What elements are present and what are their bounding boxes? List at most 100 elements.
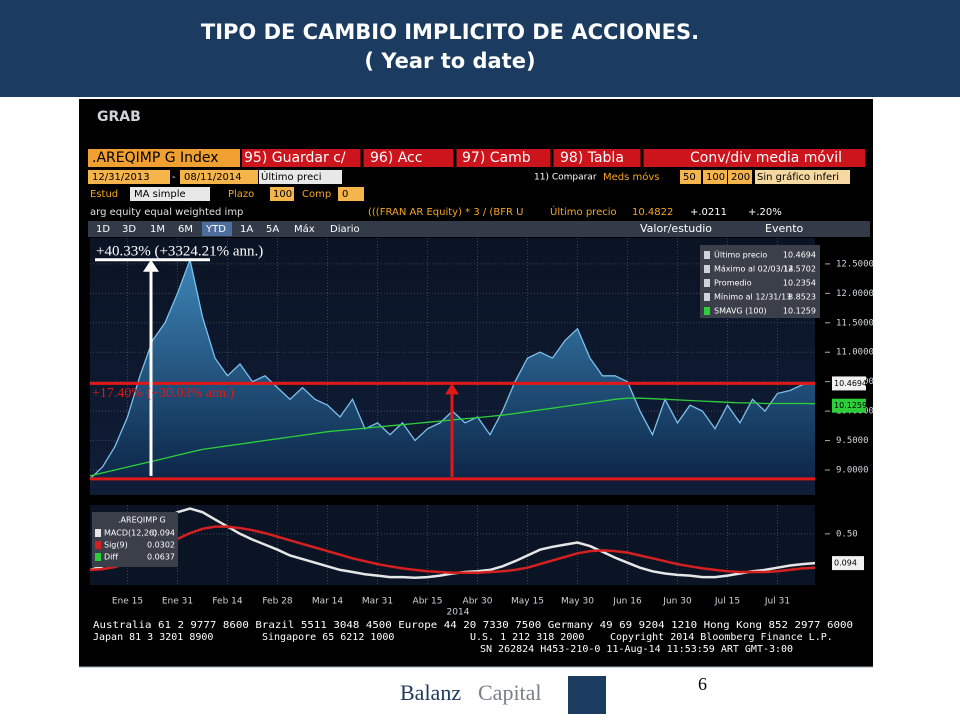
ticker: .AREQIMP G Index: [92, 150, 219, 166]
period-label: Plazo: [228, 189, 254, 200]
y-tick-label: 12.5000: [836, 259, 874, 269]
lower-chart[interactable]: Sin gráfico inferi: [757, 171, 839, 183]
field-box: [338, 187, 364, 201]
x-tick-label: Ene 31: [162, 597, 193, 607]
field-box: [703, 170, 727, 184]
legend-swatch: [704, 251, 710, 259]
legend-label: Último precio: [714, 249, 767, 260]
legend-value: 10.1259: [783, 307, 816, 316]
x-tick-label: Feb 14: [212, 597, 243, 607]
field-box: [180, 170, 258, 184]
study-label: Estud: [90, 189, 118, 200]
x-tick-label: Jul 15: [714, 597, 740, 607]
menu-button[interactable]: 98) Tabla: [560, 150, 624, 166]
x-tick-label: Jul 31: [764, 597, 790, 607]
annotation: +40.33% (+3324.21% ann.): [96, 243, 263, 259]
footer-line: U.S. 1 212 318 2000: [470, 632, 584, 643]
y-tick-label: 12.0000: [836, 289, 874, 299]
legend-value: 10.4694: [783, 251, 816, 260]
legend-value: 8.8523: [788, 293, 816, 302]
legend-label: Mínimo al 12/31/13: [714, 293, 791, 302]
field-box: [755, 170, 850, 184]
logo: [568, 676, 606, 714]
legend-label: Diff: [104, 553, 118, 562]
footer-line: SN 262824 H453-210-0 11-Aug-14 11:53:59 …: [480, 644, 793, 655]
legend-swatch: [704, 265, 710, 273]
last-tag: [832, 376, 866, 391]
brand: Balanz: [400, 680, 461, 705]
price-field[interactable]: Último preci: [261, 170, 322, 183]
last-label: Último precio: [550, 205, 617, 218]
x-tick-label: May 30: [561, 597, 594, 607]
footer-line: Japan 81 3 3201 8900: [93, 632, 213, 643]
date-to[interactable]: 08/11/2014: [184, 172, 242, 183]
last-value: 10.4822: [632, 207, 673, 218]
x-tick-label: Jun 30: [662, 597, 692, 607]
last-tag: [832, 398, 866, 413]
ma-period[interactable]: 100: [706, 172, 725, 183]
value-study-button[interactable]: Valor/estudio: [640, 222, 712, 235]
period[interactable]: 100: [273, 189, 292, 200]
comp[interactable]: 0: [342, 189, 348, 200]
menu-button[interactable]: 96) Acc: [370, 150, 422, 166]
legend-swatch: [95, 529, 101, 537]
period-button[interactable]: 3D: [122, 224, 136, 235]
period-button[interactable]: 1D: [96, 224, 110, 235]
y-tick-label: 9.5000: [836, 436, 869, 446]
comp-label: Comp: [302, 189, 331, 200]
x-tick-label: Jun 16: [612, 597, 642, 607]
period-button[interactable]: 1A: [240, 224, 253, 235]
x-tick-label: Feb 28: [262, 597, 293, 607]
legend-value: 12.5702: [783, 265, 816, 274]
date-separator: -: [172, 172, 176, 183]
legend-swatch: [95, 541, 101, 549]
legend-swatch: [704, 279, 710, 287]
period-button[interactable]: 5A: [266, 224, 279, 235]
menu-button[interactable]: 95) Guardar c/: [244, 150, 346, 166]
footer-line: Australia 61 2 9777 8600 Brazil 5511 304…: [93, 620, 853, 631]
last-tag-label: 0.094: [834, 559, 857, 568]
area-fill: [90, 259, 815, 480]
brand: Capital: [478, 680, 542, 705]
ma-period[interactable]: 50: [683, 172, 696, 183]
legend-swatch: [704, 307, 710, 315]
header-band: [0, 0, 960, 97]
legend-title: .AREQIMP G: [118, 516, 166, 525]
menu-button[interactable]: Conv/div media móvil: [690, 150, 842, 166]
change-pct: +.20%: [748, 207, 782, 218]
event-button[interactable]: Evento: [765, 222, 804, 235]
menu-button[interactable]: 97) Camb: [462, 150, 531, 166]
legend-swatch: [95, 553, 101, 561]
compare-button[interactable]: 11) Comparar: [534, 173, 597, 183]
y-tick-label: 11.0000: [836, 348, 874, 358]
footer-line: Copyright 2014 Bloomberg Finance L.P.: [610, 632, 833, 643]
legend-value: 0.0302: [147, 541, 175, 550]
subtitle: ( Year to date): [364, 49, 535, 73]
formula: (((FRAN AR Equity) * 3 / (BFR U: [368, 207, 523, 218]
last-tag-label: 10.1259: [834, 401, 867, 410]
legend-value: 10.2354: [783, 279, 816, 288]
screen-code: GRAB: [97, 109, 141, 125]
period-button[interactable]: 1M: [150, 224, 165, 235]
date-from[interactable]: 12/31/2013: [92, 172, 150, 183]
x-tick-label: Mar 31: [362, 597, 393, 607]
y-tick-label: 9.0000: [836, 465, 869, 475]
field-box: [680, 170, 701, 184]
period-button[interactable]: Máx: [294, 223, 315, 235]
period-button[interactable]: Diario: [330, 224, 360, 235]
description: arg equity equal weighted imp: [90, 207, 243, 218]
field-box: [130, 187, 210, 201]
legend-label: Máximo al 02/03/14: [714, 265, 794, 274]
change: +.0211: [690, 207, 727, 218]
y-tick-label: 0.50: [836, 529, 858, 539]
x-tick-label: Mar 14: [312, 597, 344, 607]
legend-box: [92, 512, 178, 567]
field-box: [728, 170, 752, 184]
ma-period[interactable]: 200: [731, 172, 750, 183]
legend-value: 0.0637: [147, 553, 175, 562]
period-button[interactable]: YTD: [205, 224, 226, 235]
period-button[interactable]: 6M: [178, 224, 193, 235]
x-year: 2014: [447, 608, 470, 618]
study[interactable]: MA simple: [134, 189, 186, 200]
last-tag: [832, 556, 864, 571]
